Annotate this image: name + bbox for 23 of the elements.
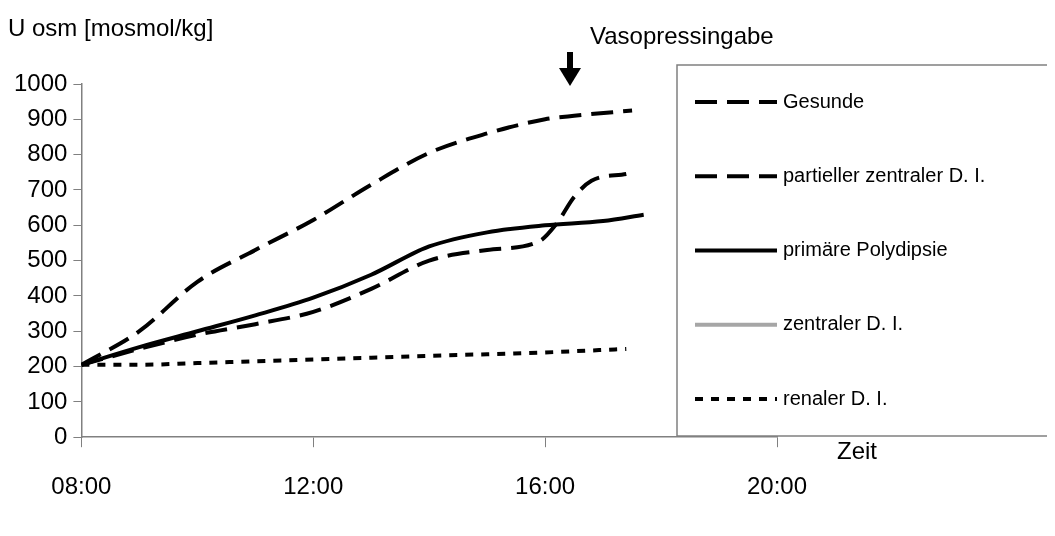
- y-tick-label: 1000: [14, 68, 68, 96]
- x-tick-label: 16:00: [515, 472, 576, 500]
- y-tick-label: 400: [27, 280, 68, 308]
- y-tick-label: 200: [27, 351, 68, 379]
- x-tick-label: 08:00: [51, 472, 112, 500]
- text: Vasopressingabe: [590, 22, 774, 49]
- legend-label: primäre Polydipsie: [783, 238, 948, 261]
- y-tick-label: 100: [27, 386, 68, 414]
- y-tick-label: 900: [27, 103, 68, 131]
- legend-label: partieller zentraler D. I.: [783, 163, 986, 186]
- legend-label: zentraler D. I.: [783, 312, 904, 335]
- x-tick-label: 20:00: [746, 472, 808, 500]
- y-tick-label: 700: [27, 174, 68, 202]
- x-tick-label: 12:00: [283, 472, 344, 500]
- y-tick-label: 0: [54, 421, 68, 449]
- y-tick-label: 500: [27, 245, 68, 273]
- x-axis-title: Zeit: [837, 437, 878, 465]
- y-tick-label: 600: [27, 209, 68, 237]
- y-tick-label: 800: [27, 139, 68, 167]
- legend-label: Gesunde: [783, 89, 865, 112]
- y-axis-title: U osm [mosmol/kg]: [8, 14, 214, 41]
- legend-label: renaler D. I.: [783, 386, 888, 409]
- y-tick-label: 300: [27, 315, 68, 343]
